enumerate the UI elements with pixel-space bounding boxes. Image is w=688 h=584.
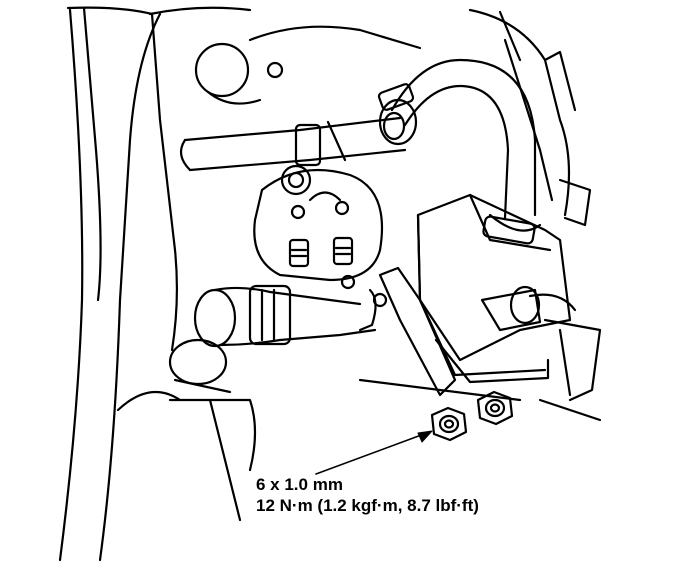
torque-callout: 6 x 1.0 mm 12 N·m (1.2 kgf·m, 8.7 lbf·ft… (256, 474, 479, 516)
flange-plate (253, 164, 384, 282)
mounting-bracket (340, 266, 457, 397)
flange-nut-left (430, 406, 468, 442)
top-ball-stub (194, 25, 422, 105)
flange-nut-right (476, 390, 514, 426)
right-engine-block (468, 8, 592, 227)
lower-linework (208, 378, 602, 522)
box-housing (416, 193, 602, 402)
upper-horizontal-pipe (179, 116, 407, 172)
left-frame-structure (58, 6, 257, 562)
flange-nuts (430, 390, 514, 442)
bolt-size-label: 6 x 1.0 mm (256, 475, 343, 494)
torque-spec-label: 12 N·m (1.2 kgf·m, 8.7 lbf·ft) (256, 496, 479, 515)
callout-leader (315, 430, 433, 475)
lower-left-hose (168, 284, 377, 394)
